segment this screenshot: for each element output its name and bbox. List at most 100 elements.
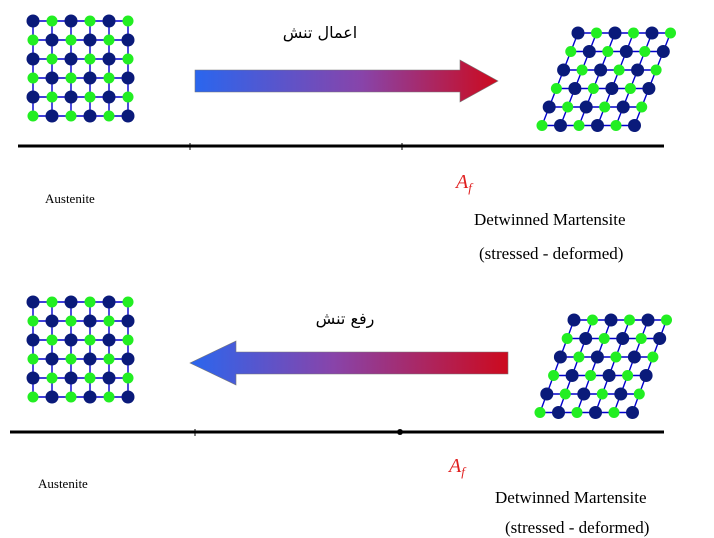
atom-light xyxy=(84,296,96,308)
atom-dark xyxy=(45,33,59,47)
atom-light xyxy=(27,110,39,122)
atom-light xyxy=(27,72,39,84)
atom-light xyxy=(27,391,39,403)
atom-light xyxy=(103,34,115,46)
atom-dark xyxy=(45,71,59,85)
atom-light xyxy=(84,334,96,346)
atom-dark xyxy=(64,295,78,309)
atom-dark xyxy=(591,119,604,132)
atom-dark xyxy=(83,109,97,123)
atom-dark xyxy=(608,26,622,40)
atom-dark xyxy=(26,333,40,347)
arrow-label-loading: اعمال تنش xyxy=(283,23,358,43)
panel-loading: اعمال تنش Austenite Af Detwinned Martens… xyxy=(18,14,677,263)
atom-dark xyxy=(579,332,593,345)
atom-dark xyxy=(102,333,116,347)
martensite-lattice xyxy=(534,313,673,419)
martensite-state-label: (stressed - deformed) xyxy=(505,518,649,537)
af-label: Af xyxy=(454,171,474,195)
atom-light xyxy=(65,391,77,403)
atom-light xyxy=(550,82,562,95)
atom-light xyxy=(647,351,659,363)
atom-light xyxy=(84,372,96,384)
atom-dark xyxy=(64,333,78,347)
atom-light xyxy=(562,101,574,113)
loading-arrow xyxy=(194,59,499,103)
atom-light xyxy=(608,406,620,419)
atom-light xyxy=(46,91,58,103)
atom-light xyxy=(46,334,58,346)
atom-dark xyxy=(45,390,59,404)
atom-dark xyxy=(619,45,633,58)
atom-dark xyxy=(577,387,591,401)
atom-dark xyxy=(553,350,567,364)
atom-dark xyxy=(604,313,618,327)
atom-dark xyxy=(540,387,554,401)
atom-dark xyxy=(102,371,116,385)
af-main: A xyxy=(447,455,462,477)
atom-dark xyxy=(631,63,645,77)
af-sub: f xyxy=(468,180,474,195)
atom-light xyxy=(103,110,115,122)
atom-dark xyxy=(83,314,97,328)
atom-dark xyxy=(614,387,628,401)
atom-light xyxy=(623,314,636,326)
atom-light xyxy=(65,72,77,84)
atom-dark xyxy=(121,314,135,328)
atom-light xyxy=(122,15,134,27)
atom-light xyxy=(46,296,58,308)
atom-dark xyxy=(602,369,616,382)
atom-light xyxy=(613,64,625,76)
atom-light xyxy=(84,15,96,27)
atom-dark xyxy=(568,82,582,95)
atom-dark xyxy=(102,90,116,104)
atom-dark xyxy=(121,109,135,123)
atom-dark xyxy=(552,406,565,419)
atom-dark xyxy=(653,332,667,345)
atom-dark xyxy=(121,33,135,47)
atom-dark xyxy=(26,14,40,28)
atom-dark xyxy=(656,45,670,58)
atom-dark xyxy=(616,332,630,345)
atom-light xyxy=(586,314,599,326)
atom-dark xyxy=(102,14,116,28)
atom-dark xyxy=(641,313,655,327)
atom-light xyxy=(27,315,39,327)
atom-dark xyxy=(64,52,78,66)
atom-light xyxy=(103,72,115,84)
atom-light xyxy=(576,64,588,76)
atom-dark xyxy=(605,82,619,95)
atom-dark xyxy=(83,33,97,47)
martensite-lattice xyxy=(536,26,677,132)
atom-light xyxy=(633,388,645,400)
atom-light xyxy=(639,45,651,58)
atom-light xyxy=(84,53,96,65)
atom-dark xyxy=(565,369,579,382)
atom-dark xyxy=(45,314,59,328)
atom-light xyxy=(610,351,622,363)
atom-light xyxy=(84,91,96,103)
atom-dark xyxy=(26,295,40,309)
atom-light xyxy=(536,119,548,132)
atom-dark xyxy=(589,406,602,419)
atom-dark xyxy=(590,350,604,364)
atom-light xyxy=(46,15,58,27)
atom-dark xyxy=(554,119,567,132)
atom-light xyxy=(27,353,39,365)
atom-light xyxy=(65,34,77,46)
atom-light xyxy=(46,372,58,384)
atom-light xyxy=(571,406,583,419)
austenite-label: Austenite xyxy=(38,476,88,491)
atom-dark xyxy=(45,109,59,123)
atom-light xyxy=(610,119,622,132)
atom-dark xyxy=(628,119,641,132)
atom-dark xyxy=(45,352,59,366)
atom-dark xyxy=(639,369,653,382)
atom-dark xyxy=(64,90,78,104)
af-sub: f xyxy=(461,464,467,479)
martensite-label: Detwinned Martensite xyxy=(474,210,626,229)
atom-light xyxy=(599,101,611,113)
atom-light xyxy=(65,110,77,122)
austenite-lattice xyxy=(26,14,135,123)
